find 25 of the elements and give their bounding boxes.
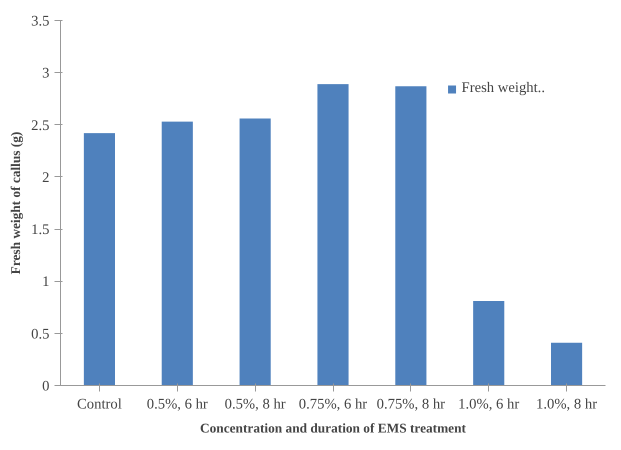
- y-tick-label: 3.5: [31, 14, 50, 30]
- y-tick-label: 2.5: [31, 118, 50, 134]
- x-tick-label: 0.75%, 8 hr: [376, 396, 446, 412]
- bar: [551, 342, 582, 386]
- y-tick-label: 1.5: [31, 222, 50, 238]
- x-tick-label: 0.5%, 8 hr: [224, 396, 286, 412]
- x-tick-label: Control: [77, 396, 122, 412]
- y-axis-title: Fresh weight of callus (g): [8, 132, 24, 274]
- legend-label: Fresh weight..: [462, 80, 545, 97]
- x-tick-label: 0.5%, 6 hr: [146, 396, 208, 412]
- x-tick-label: 0.75%, 6 hr: [298, 396, 368, 412]
- y-tick-label: 1: [42, 274, 50, 290]
- y-tick-label: 0.5: [31, 326, 50, 342]
- y-tick-label: 2: [42, 170, 50, 186]
- y-tick-label: 0: [42, 378, 50, 394]
- bar: [84, 133, 115, 386]
- bar: [473, 301, 504, 386]
- x-tick-label: 1.0%, 8 hr: [536, 396, 598, 412]
- bar: [395, 86, 426, 386]
- x-tick-label: 1.0%, 6 hr: [458, 396, 520, 412]
- x-axis-title: Concentration and duration of EMS treatment: [200, 420, 467, 436]
- bar: [162, 122, 193, 386]
- y-tick-label: 3: [42, 66, 50, 82]
- bar: [317, 84, 349, 386]
- bar: [240, 118, 271, 386]
